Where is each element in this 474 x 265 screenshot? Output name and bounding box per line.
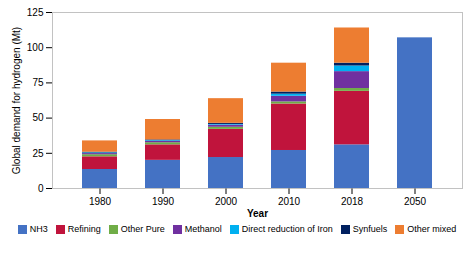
html-text:Methanol: Methanol	[184, 224, 222, 234]
html-text:Synfuels: Synfuels	[352, 224, 388, 234]
html-text:Other Pure: Other Pure	[120, 224, 165, 234]
svg-text:1990: 1990	[152, 196, 175, 207]
svg-text:2010: 2010	[278, 196, 301, 207]
svg-text:Global demand for hydrogen (Mt: Global demand for hydrogen (Mt)	[11, 27, 22, 174]
html-text:NH3: NH3	[29, 224, 48, 234]
svg-text:125: 125	[27, 7, 44, 18]
svg-text:75: 75	[32, 77, 44, 88]
html-text:Other mixed: Other mixed	[407, 224, 457, 234]
svg-text:1980: 1980	[89, 196, 112, 207]
svg-text:50: 50	[32, 112, 44, 123]
svg-text:2018: 2018	[341, 196, 364, 207]
svg-text:0: 0	[38, 183, 44, 194]
svg-text:Year: Year	[247, 208, 268, 219]
html-text:Direct reduction of Iron: Direct reduction of Iron	[241, 224, 333, 234]
svg-text:2000: 2000	[215, 196, 238, 207]
svg-text:25: 25	[32, 148, 44, 159]
svg-text:100: 100	[27, 42, 44, 53]
svg-text:2050: 2050	[404, 196, 427, 207]
html-text:Refining: Refining	[67, 224, 101, 234]
